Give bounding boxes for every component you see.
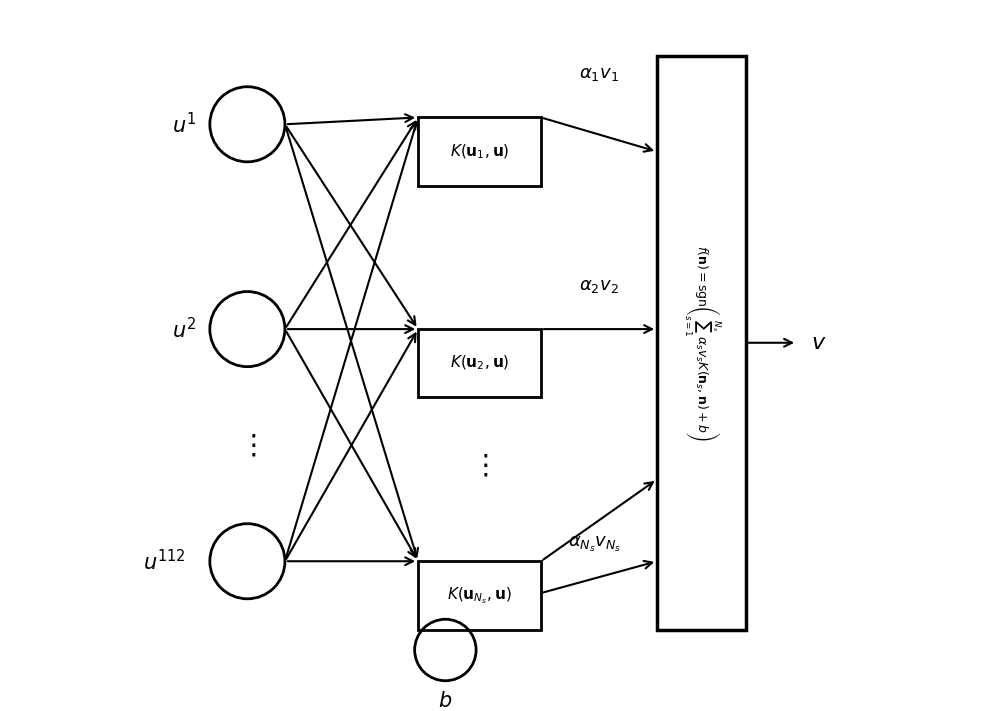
Text: $\alpha_{N_s} v_{N_s}$: $\alpha_{N_s} v_{N_s}$ bbox=[568, 535, 622, 555]
Text: $u^{1}$: $u^{1}$ bbox=[172, 112, 196, 137]
Text: $u^{112}$: $u^{112}$ bbox=[143, 549, 186, 574]
FancyBboxPatch shape bbox=[418, 117, 541, 186]
Text: $u^{2}$: $u^{2}$ bbox=[172, 316, 196, 342]
Text: $\vdots$: $\vdots$ bbox=[239, 431, 256, 459]
FancyBboxPatch shape bbox=[418, 561, 541, 629]
Text: $b$: $b$ bbox=[438, 691, 453, 711]
Text: $\alpha_1 v_1$: $\alpha_1 v_1$ bbox=[579, 65, 618, 83]
Text: $K\left(\mathbf{u}_{N_s},\mathbf{u}\right)$: $K\left(\mathbf{u}_{N_s},\mathbf{u}\righ… bbox=[447, 585, 512, 606]
FancyBboxPatch shape bbox=[657, 56, 746, 629]
Text: $K\left(\mathbf{u}_{1},\mathbf{u}\right)$: $K\left(\mathbf{u}_{1},\mathbf{u}\right)… bbox=[450, 142, 509, 161]
Text: $f(\mathbf{n})=\mathrm{sgn}\left(\sum_{s=1}^{N_s}\alpha_s v_s K(\mathbf{n}_s,\ma: $f(\mathbf{n})=\mathrm{sgn}\left(\sum_{s… bbox=[681, 245, 722, 441]
Text: $\alpha_2 v_2$: $\alpha_2 v_2$ bbox=[579, 277, 618, 295]
Text: $v$: $v$ bbox=[811, 333, 826, 353]
FancyBboxPatch shape bbox=[418, 329, 541, 397]
Text: $K\left(\mathbf{u}_{2},\mathbf{u}\right)$: $K\left(\mathbf{u}_{2},\mathbf{u}\right)… bbox=[450, 354, 509, 373]
Text: $\vdots$: $\vdots$ bbox=[471, 451, 488, 480]
